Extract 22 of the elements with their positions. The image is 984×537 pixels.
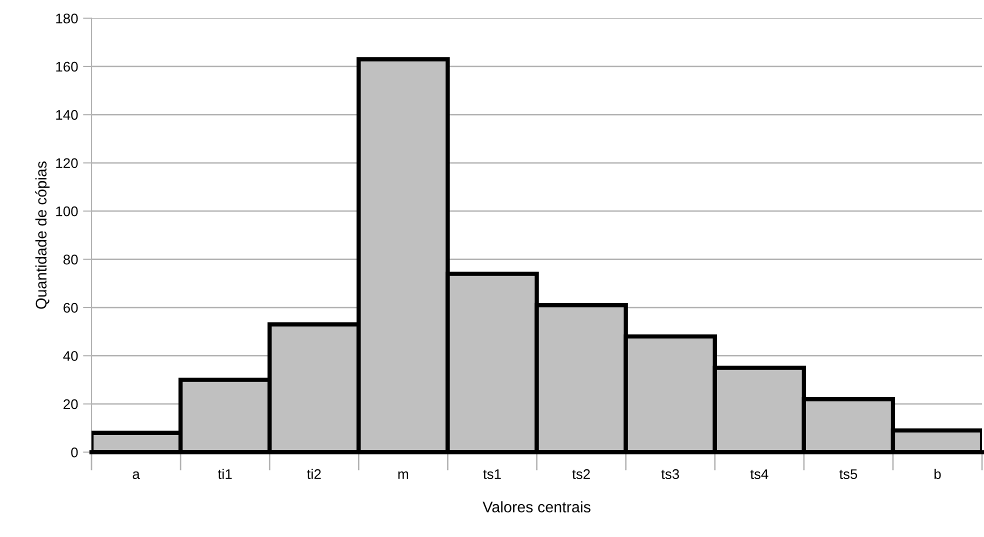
- x-tick-label: b: [934, 468, 941, 480]
- x-tick-label: m: [398, 471, 408, 479]
- y-tick-label: 180: [56, 14, 78, 24]
- y-tick-label: 80: [63, 254, 78, 264]
- x-tick-label: ts2: [572, 469, 590, 480]
- y-tick-label: 140: [56, 110, 78, 120]
- y-tick-label: 60: [64, 302, 78, 313]
- x-axis-title: Valores centrais: [482, 501, 590, 512]
- y-tick-label: 0: [71, 447, 78, 458]
- x-tick-label: ti1: [218, 468, 232, 479]
- y-tick-label: 160: [56, 62, 78, 72]
- y-tick-label: 20: [64, 399, 78, 410]
- x-tick-label: a: [132, 471, 140, 480]
- y-axis-title: Quantidade de cópias: [35, 161, 50, 309]
- x-tick-label: ts4: [750, 469, 768, 480]
- x-tick-label: ts5: [839, 469, 858, 480]
- x-tick-label: ts1: [483, 469, 501, 480]
- y-tick-label: 120: [56, 158, 78, 168]
- y-tick-label: 40: [63, 351, 78, 361]
- x-tick-label: ts3: [661, 469, 680, 480]
- y-tick-label: 100: [56, 206, 78, 216]
- x-tick-label: ti2: [307, 468, 321, 479]
